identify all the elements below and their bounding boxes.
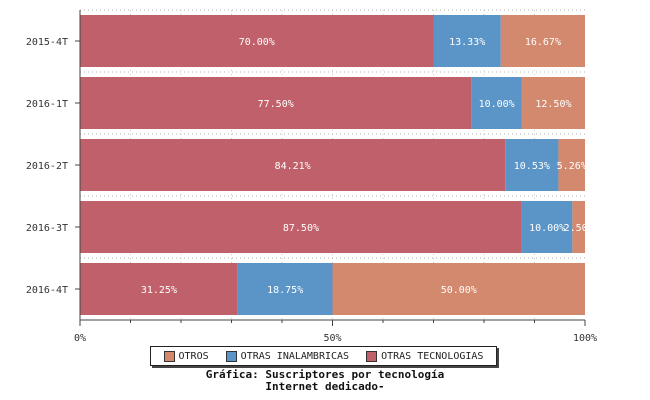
bar-segment: [433, 15, 501, 67]
bar-segment: [558, 139, 585, 191]
chart-title: Gráfica: Suscriptores por tecnología: [205, 368, 445, 381]
legend-item-otros: OTROS: [163, 350, 209, 362]
bar-segment: [80, 201, 522, 253]
data-label: 87.50%: [283, 223, 319, 234]
data-label: 77.50%: [258, 99, 294, 110]
data-label: 5.26%: [557, 161, 587, 172]
data-label: 10.00%: [529, 223, 565, 234]
bar-segment: [572, 201, 585, 253]
bar-segment: [80, 15, 434, 67]
data-label: 12.50%: [535, 99, 571, 110]
data-label: 13.33%: [449, 37, 485, 48]
category-label: 2016-1T: [26, 99, 68, 110]
legend-item-otras-inalambricas: OTRAS INALAMBRICAS: [225, 350, 350, 362]
bar-segment: [521, 201, 573, 253]
legend-swatch-otros: [163, 350, 175, 362]
data-label: 18.75%: [267, 285, 303, 296]
chart-subtitle: Internet dedicado-: [265, 380, 385, 393]
data-label: 50.00%: [441, 285, 477, 296]
legend-swatch-otras-inalambricas: [225, 350, 237, 362]
chart-legend: OTROS OTRAS INALAMBRICAS OTRAS TECNOLOGI…: [150, 346, 497, 366]
category-label: 2016-2T: [26, 161, 68, 172]
bar-segment: [80, 77, 472, 129]
legend-swatch-otras-tecnologias: [366, 350, 378, 362]
category-label: 2016-3T: [26, 223, 68, 234]
legend-label-otras-tecnologias: OTRAS TECNOLOGIAS: [381, 350, 484, 362]
data-label: 10.00%: [479, 99, 515, 110]
legend-item-otras-tecnologias: OTRAS TECNOLOGIAS: [366, 350, 484, 362]
bar-segment: [80, 139, 506, 191]
legend-label-otros: OTROS: [178, 350, 209, 362]
x-tick-label: 100%: [573, 333, 597, 344]
data-label: 16.67%: [525, 37, 561, 48]
data-label: 84.21%: [275, 161, 311, 172]
x-tick-label: 0%: [74, 333, 86, 344]
bar-segment: [237, 263, 333, 315]
data-label: 31.25%: [141, 285, 177, 296]
data-label: 70.00%: [239, 37, 275, 48]
bar-segment: [521, 77, 585, 129]
data-label: 10.53%: [514, 161, 550, 172]
bar-segment: [500, 15, 585, 67]
category-label: 2016-4T: [26, 285, 68, 296]
bar-segment: [505, 139, 559, 191]
bar-segment: [471, 77, 522, 129]
legend-label-otras-inalambricas: OTRAS INALAMBRICAS: [240, 350, 350, 362]
bar-segment: [332, 263, 585, 315]
bar-segment: [80, 263, 238, 315]
data-label: 2.50%: [564, 223, 594, 234]
category-label: 2015-4T: [26, 37, 68, 48]
chart-svg: 70.00% 13.33% 16.67% 2015-4T 77.50% 10.00% 12.…: [26, 9, 597, 344]
x-tick-label: 50%: [323, 333, 341, 344]
